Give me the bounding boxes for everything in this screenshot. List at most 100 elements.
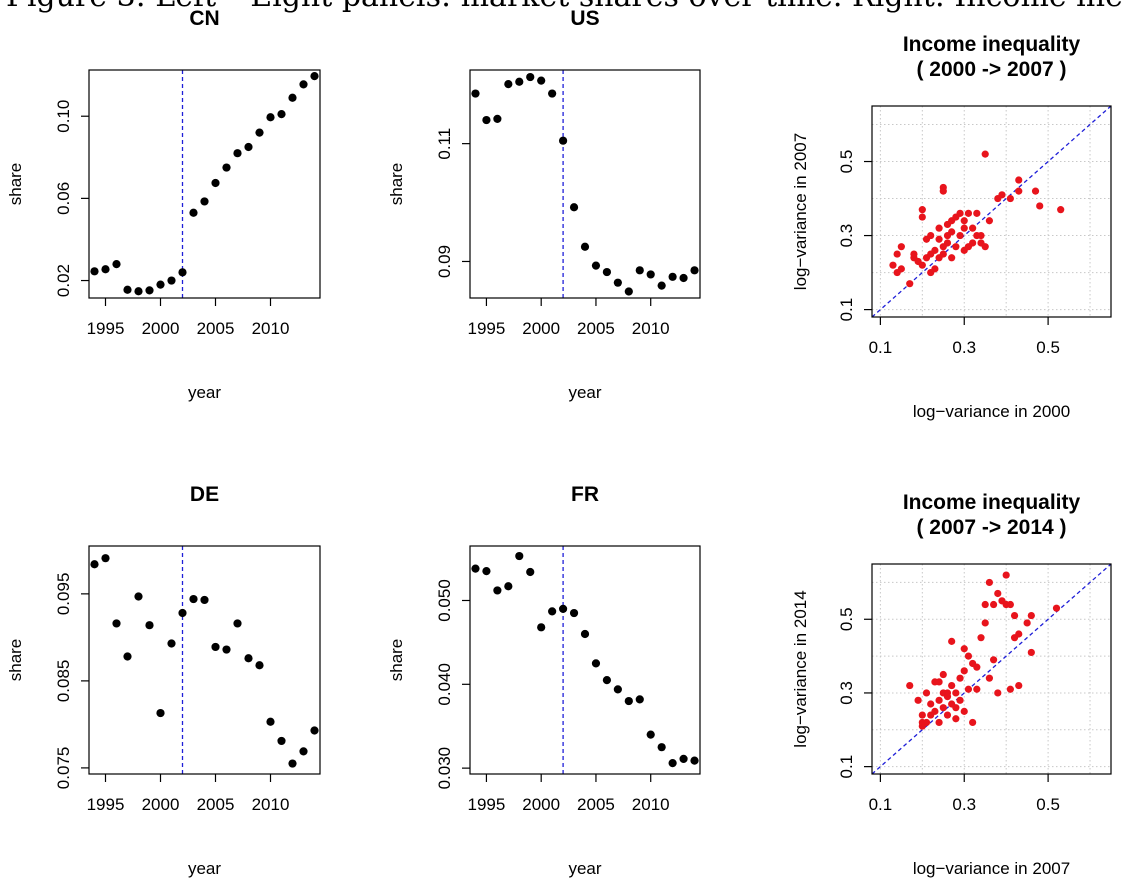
data-point — [90, 267, 99, 276]
y-axis-label: share — [6, 163, 25, 206]
x-tick-label: 1995 — [468, 795, 506, 814]
y-tick-label: 0.040 — [435, 663, 454, 706]
data-point — [985, 217, 994, 225]
y-tick-label: 0.095 — [54, 573, 73, 616]
data-point — [482, 115, 491, 125]
data-point — [569, 608, 579, 618]
data-point — [646, 730, 655, 739]
data-point — [1027, 611, 1035, 620]
data-point — [935, 224, 943, 232]
data-point — [635, 266, 644, 275]
x-tick-label: 2000 — [142, 795, 180, 814]
x-axis-label: year — [568, 859, 601, 878]
data-point — [939, 670, 947, 679]
data-point — [222, 645, 231, 654]
x-axis-label: year — [568, 383, 601, 402]
data-point — [145, 621, 154, 630]
data-point — [1006, 600, 1014, 609]
data-point — [244, 142, 253, 152]
data-point — [935, 235, 943, 243]
data-point — [977, 231, 985, 240]
data-point — [1015, 176, 1023, 184]
data-point — [548, 89, 557, 98]
data-point — [123, 285, 132, 294]
x-tick-label: 2010 — [632, 795, 670, 814]
panel-title-line: ( 2000 -> 2007 ) — [916, 58, 1066, 81]
data-point — [657, 281, 666, 290]
data-point — [679, 754, 688, 764]
data-point — [558, 604, 568, 613]
y-tick-label: 0.11 — [435, 128, 454, 160]
data-point — [493, 114, 502, 123]
data-point — [918, 718, 926, 727]
data-point — [956, 696, 964, 704]
data-point — [299, 747, 308, 756]
data-point — [101, 554, 110, 563]
data-point — [897, 243, 905, 251]
data-point — [939, 187, 947, 195]
y-axis-label: log−variance in 2007 — [791, 133, 810, 290]
cropped-caption: Figure 3: Left – Eight panels: market sh… — [0, 0, 1123, 26]
data-point — [569, 203, 579, 212]
data-point — [989, 600, 998, 609]
data-point — [668, 759, 677, 768]
x-tick-label: 2010 — [252, 319, 290, 338]
x-tick-label: 0.3 — [952, 795, 976, 814]
y-tick-label: 0.030 — [435, 747, 454, 790]
data-point — [1027, 648, 1035, 657]
data-point — [1015, 630, 1023, 638]
x-tick-label: 1995 — [87, 795, 125, 814]
data-point — [927, 250, 935, 258]
data-point — [233, 149, 242, 158]
data-point — [211, 178, 220, 188]
data-point — [956, 209, 964, 217]
panel-title: DE — [190, 483, 219, 506]
x-tick-label: 0.1 — [869, 795, 893, 814]
diagonal-line — [871, 563, 1112, 775]
x-tick-label: 0.5 — [1036, 338, 1060, 357]
data-point — [548, 607, 557, 616]
x-tick-label: 0.1 — [869, 338, 893, 357]
data-point — [969, 224, 977, 232]
data-point — [277, 110, 286, 119]
panel-cn: 1995 2000 2005 2010 0.02 0.06 0.10 CN year share — [6, 7, 321, 402]
y-tick-label: 0.06 — [54, 182, 73, 215]
data-point — [931, 707, 939, 715]
data-point — [178, 268, 187, 277]
x-tick-label: 2005 — [577, 795, 615, 814]
data-point — [956, 231, 964, 240]
panel-title: Income inequality( 2007 -> 2014 ) — [903, 491, 1081, 539]
data-point — [943, 231, 952, 240]
y-tick-label: 0.10 — [54, 100, 73, 133]
data-point — [973, 663, 981, 671]
data-point — [602, 267, 612, 277]
data-point — [981, 619, 989, 627]
plot-frame — [871, 563, 1112, 775]
data-point — [960, 645, 968, 653]
data-point — [515, 551, 524, 561]
x-tick-label: 2000 — [522, 795, 560, 814]
data-point — [910, 250, 918, 258]
data-point — [493, 586, 502, 595]
y-tick-label: 0.3 — [837, 681, 856, 705]
panel-title: Income inequality( 2000 -> 2007 ) — [903, 33, 1081, 81]
data-point — [1015, 187, 1023, 195]
data-point — [985, 578, 994, 587]
data-point — [266, 717, 275, 726]
data-point — [288, 759, 297, 768]
data-point — [994, 689, 1002, 697]
plot-frame — [88, 69, 321, 299]
x-axis-label: year — [188, 383, 221, 402]
data-point — [277, 736, 286, 746]
data-point — [914, 696, 922, 704]
data-point — [1006, 194, 1014, 203]
y-axis-label: share — [6, 639, 25, 682]
data-point — [123, 652, 132, 661]
data-point — [657, 743, 666, 752]
data-point — [998, 191, 1006, 199]
data-point — [943, 711, 952, 719]
x-tick-label: 2000 — [142, 319, 180, 338]
panel-inequality-2007-2014: 0.1 0.3 0.5 0.1 0.3 0.5 Income inequality( 200… — [791, 491, 1112, 878]
data-point — [964, 209, 973, 217]
y-tick-label: 0.075 — [54, 747, 73, 790]
